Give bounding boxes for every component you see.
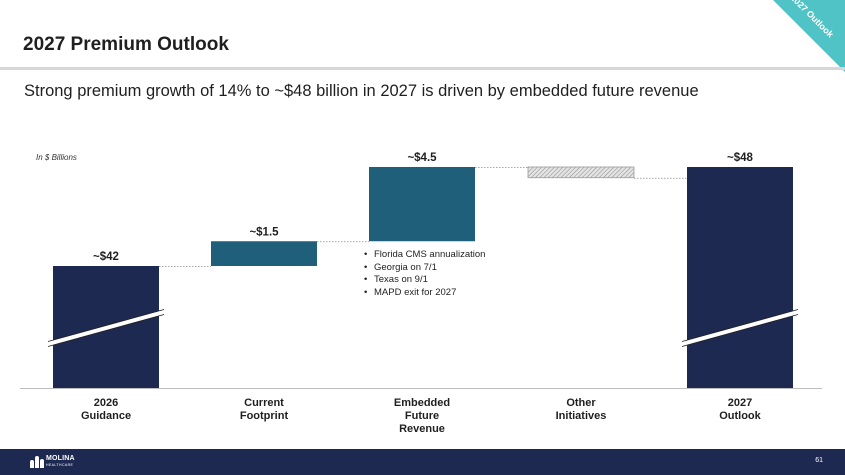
category-label-line: Footprint	[239, 410, 289, 422]
category-label-current-footprint: Current Footprint	[204, 397, 324, 423]
annotation-bullet: Georgia on 7/1	[364, 262, 485, 275]
data-label-2026-guidance: ~$42	[93, 251, 119, 263]
category-label-2026-guidance: 2026 Guidance	[46, 397, 166, 423]
annotation-bullet: Texas on 9/1	[364, 274, 485, 287]
data-label-embedded-future-revenue: ~$4.5	[407, 152, 437, 164]
title-divider	[0, 67, 845, 70]
page-number: 61	[815, 457, 823, 464]
page-subtitle: Strong premium growth of 14% to ~$48 bil…	[24, 82, 699, 100]
bar-other-initiatives	[527, 166, 635, 179]
annotation-bullet: MAPD exit for 2027	[364, 287, 485, 300]
category-label-line: Other	[566, 397, 596, 409]
page-title: 2027 Premium Outlook	[23, 34, 229, 55]
category-label-line: Revenue	[399, 423, 445, 435]
bar-embedded-future-revenue	[369, 167, 475, 242]
bar-2027-outlook	[687, 167, 793, 388]
category-label-2027-outlook: 2027 Outlook	[680, 397, 800, 423]
bar-current-footprint	[211, 241, 317, 266]
category-label-line: 2026	[93, 397, 119, 409]
company-logo: MOLINA HEALTHCARE	[30, 454, 75, 469]
unit-note: In $ Billions	[36, 153, 77, 162]
axis-break-line-2027-outlook	[681, 314, 799, 347]
axis-break-gap-2026-guidance	[47, 309, 165, 347]
waterfall-chart: ~$42 ~$1.5 ~$4.5 ~$48	[20, 152, 822, 389]
annotation-bullet: Florida CMS annualization	[364, 249, 485, 262]
category-label-line: Initiatives	[555, 410, 607, 422]
category-label-line: Future	[404, 410, 440, 422]
category-label-embedded-future-revenue: Embedded Future Revenue	[362, 397, 482, 436]
category-label-line: Current	[244, 397, 284, 409]
footer-bar: MOLINA HEALTHCARE 61	[0, 449, 845, 475]
category-label-line: Guidance	[80, 410, 132, 422]
category-label-line: Outlook	[719, 410, 761, 422]
axis-break-line-2026-guidance	[47, 309, 165, 342]
data-label-2027-outlook: ~$48	[727, 152, 754, 164]
axis-break-gap-2027-outlook	[681, 309, 799, 347]
axis-break-line-2026-guidance	[47, 314, 165, 347]
axis-break-line-2027-outlook	[681, 309, 799, 342]
logo-name: MOLINA	[46, 454, 75, 462]
section-corner-tab	[773, 0, 845, 72]
category-label-other-initiatives: Other Initiatives	[521, 397, 641, 423]
data-label-current-footprint: ~$1.5	[249, 226, 279, 238]
logo-subtext: HEALTHCARE	[46, 462, 74, 467]
category-label-line: Embedded	[393, 397, 451, 409]
logo-mark-icon	[30, 455, 44, 468]
embedded-revenue-bullets: Florida CMS annualizationGeorgia on 7/1T…	[364, 249, 485, 299]
category-label-line: 2027	[727, 397, 753, 409]
